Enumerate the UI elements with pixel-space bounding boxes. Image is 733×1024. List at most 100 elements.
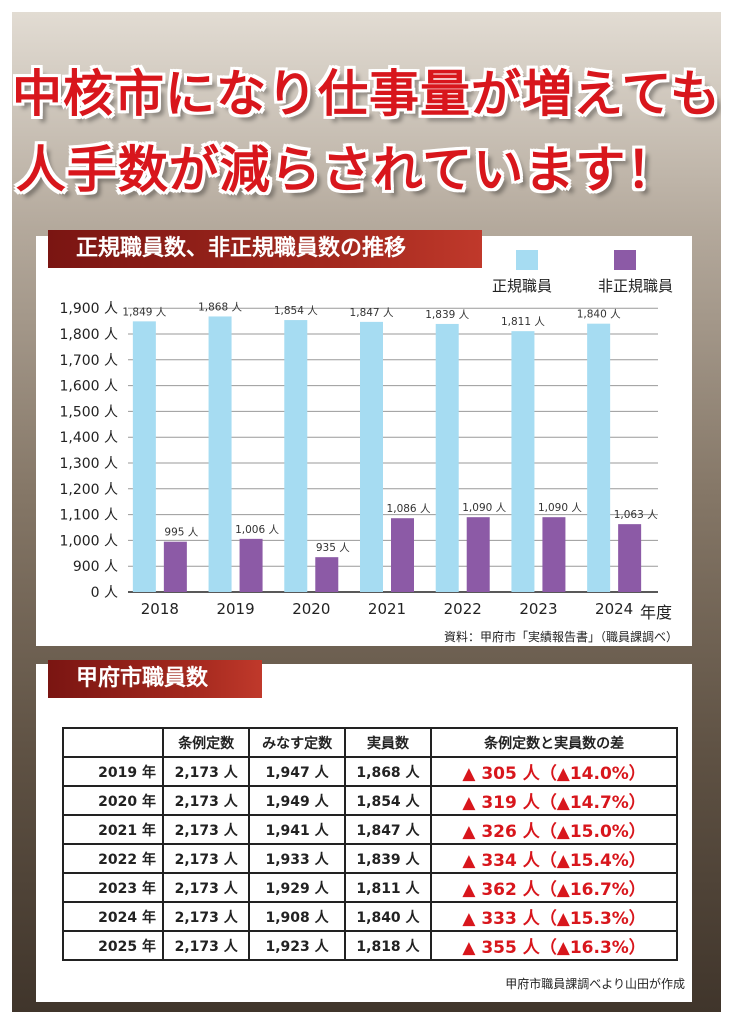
cell-actual: 1,854 人 [343, 785, 433, 816]
cell-year: 2019 年 [62, 756, 164, 787]
headline-line-2: 人手数が減らされています！ [15, 141, 678, 199]
table-row: 2020 年 2,173 人 1,949 人 1,854 人 ▲ 319 人（▲… [62, 785, 678, 816]
table-row: 2025 年 2,173 人 1,923 人 1,818 人 ▲ 355 人（▲… [62, 930, 678, 961]
bar-regular [284, 320, 308, 592]
y-tick-label: 1,400 人 [59, 430, 118, 446]
bar-nonregular [618, 524, 642, 592]
chart-section-title: 正規職員数、非正規職員数の推移 [48, 230, 482, 268]
cell-difference: ▲ 334 人（▲15.4%） [430, 843, 678, 874]
bar-regular [208, 316, 232, 592]
bar-nonregular [542, 517, 566, 592]
bar-regular [587, 323, 611, 592]
data-label-nonregular: 995 人 [164, 527, 198, 539]
x-tick-label: 2020 [292, 600, 330, 618]
data-label-nonregular: 1,090 人 [462, 502, 506, 514]
y-tick-label: 1,100 人 [59, 508, 118, 524]
bar-nonregular [466, 517, 490, 592]
y-tick-label: 900 人 [73, 559, 118, 575]
cell-deemed: 1,933 人 [248, 843, 346, 874]
headline-line-1: 中核市になり仕事量が増えても [12, 65, 721, 123]
legend-label-nonregular: 非正規職員 [598, 277, 674, 295]
legend-swatch-regular [516, 250, 538, 270]
cell-deemed: 1,941 人 [248, 814, 346, 845]
cell-actual: 1,811 人 [343, 872, 433, 903]
cell-deemed: 1,929 人 [248, 872, 346, 903]
bar-regular [511, 331, 535, 592]
data-label-nonregular: 1,086 人 [387, 503, 431, 515]
cell-ordinance: 2,173 人 [161, 872, 251, 903]
bar-nonregular [315, 557, 339, 592]
cell-difference: ▲ 333 人（▲15.3%） [430, 901, 678, 932]
cell-ordinance: 2,173 人 [161, 756, 251, 787]
table-row: 2022 年 2,173 人 1,933 人 1,839 人 ▲ 334 人（▲… [62, 843, 678, 874]
header-ordinance-quota: 条例定数 [161, 727, 251, 758]
y-tick-label: 1,600 人 [59, 379, 118, 395]
bar-nonregular [391, 518, 414, 592]
cell-year: 2020 年 [62, 785, 164, 816]
cell-year: 2022 年 [62, 843, 164, 874]
x-tick-label: 2019 [216, 600, 254, 618]
cell-deemed: 1,947 人 [248, 756, 346, 787]
data-label-nonregular: 1,063 人 [614, 509, 658, 521]
cell-ordinance: 2,173 人 [161, 930, 251, 961]
table-footnote: 甲府市職員課調べより山田が作成 [505, 977, 685, 991]
y-tick-label: 1,000 人 [59, 533, 118, 549]
header-actual-staff: 実員数 [343, 727, 433, 758]
data-label-regular: 1,811 人 [501, 316, 545, 328]
data-label-regular: 1,868 人 [198, 301, 242, 313]
data-label-nonregular: 1,006 人 [235, 524, 279, 536]
table-header-row: 条例定数 みなす定数 実員数 条例定数と実員数の差 [62, 727, 678, 758]
cell-difference: ▲ 319 人（▲14.7%） [430, 785, 678, 816]
x-tick-label: 2022 [444, 600, 482, 618]
x-tick-label: 2024 [595, 600, 633, 618]
cell-year: 2025 年 [62, 930, 164, 961]
cell-ordinance: 2,173 人 [161, 843, 251, 874]
y-tick-label: 1,200 人 [59, 482, 118, 498]
cell-deemed: 1,923 人 [248, 930, 346, 961]
cell-deemed: 1,949 人 [248, 785, 346, 816]
cell-year: 2024 年 [62, 901, 164, 932]
cell-actual: 1,818 人 [343, 930, 433, 961]
cell-actual: 1,847 人 [343, 814, 433, 845]
x-tick-label: 2021 [368, 600, 406, 618]
data-label-regular: 1,847 人 [350, 307, 394, 319]
legend-label-regular: 正規職員 [492, 277, 553, 295]
y-tick-label: 1,800 人 [59, 327, 118, 343]
cell-difference: ▲ 326 人（▲15.0%） [430, 814, 678, 845]
cell-ordinance: 2,173 人 [161, 785, 251, 816]
bar-regular [132, 321, 156, 592]
bar-nonregular [163, 541, 187, 592]
chart-source: 資料：甲府市「実績報告書」（職員課調べ） [444, 630, 679, 644]
table-section-title: 甲府市職員数 [48, 660, 262, 698]
data-label-regular: 1,854 人 [274, 305, 318, 317]
cell-difference: ▲ 355 人（▲16.3%） [430, 930, 678, 961]
table-row: 2021 年 2,173 人 1,941 人 1,847 人 ▲ 326 人（▲… [62, 814, 678, 845]
cell-ordinance: 2,173 人 [161, 901, 251, 932]
staff-table: 条例定数 みなす定数 実員数 条例定数と実員数の差 2019 年 2,173 人… [62, 727, 678, 961]
bar-chart: 0 人 900 人 1,000 人 1,100 人 1,200 人 1,300 人 1,40… [59, 301, 672, 620]
cell-actual: 1,839 人 [343, 843, 433, 874]
x-tick-label: 2023 [519, 600, 557, 618]
data-label-regular: 1,849 人 [122, 306, 166, 318]
bar-regular [435, 323, 459, 592]
cell-ordinance: 2,173 人 [161, 814, 251, 845]
y-tick-label: 1,700 人 [59, 353, 118, 369]
table-row: 2019 年 2,173 人 1,947 人 1,868 人 ▲ 305 人（▲… [62, 756, 678, 787]
header-blank [62, 727, 164, 758]
y-tick-label: 1,500 人 [59, 404, 118, 420]
cell-difference: ▲ 362 人（▲16.7%） [430, 872, 678, 903]
table-row: 2024 年 2,173 人 1,908 人 1,840 人 ▲ 333 人（▲… [62, 901, 678, 932]
y-tick-label: 0 人 [91, 585, 118, 601]
cell-year: 2023 年 [62, 872, 164, 903]
table-row: 2023 年 2,173 人 1,929 人 1,811 人 ▲ 362 人（▲… [62, 872, 678, 903]
cell-deemed: 1,908 人 [248, 901, 346, 932]
legend-swatch-nonregular [614, 250, 636, 270]
data-label-regular: 1,840 人 [577, 309, 621, 321]
data-label-nonregular: 1,090 人 [538, 502, 582, 514]
data-label-nonregular: 935 人 [316, 542, 350, 554]
cell-actual: 1,868 人 [343, 756, 433, 787]
y-tick-label: 1,900 人 [59, 301, 118, 317]
x-axis-label: 年度 [640, 603, 672, 620]
bar-nonregular [239, 538, 263, 592]
cell-actual: 1,840 人 [343, 901, 433, 932]
